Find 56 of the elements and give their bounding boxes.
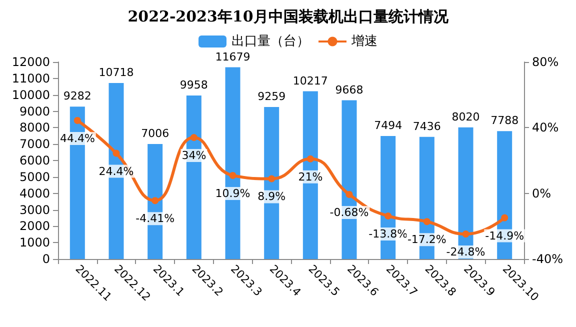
data-label: -14.9% [485,229,524,242]
data-label: 10718 [98,66,134,80]
data-label: -24.8% [446,246,486,259]
y2-tick-label: 0% [532,186,552,200]
data-label: 9259 [258,90,286,103]
point [268,175,276,182]
point [229,172,236,179]
data-label: 9958 [180,78,208,92]
point [74,116,81,124]
data-label: 7494 [374,118,402,132]
y-tick-label: 10000 [12,88,50,102]
point [346,190,353,198]
y-tick-label: 8000 [19,120,50,135]
y2-tick-label: -40% [532,252,564,266]
chart-title: 2022-2023年10月中国装载机出口量统计情况 [128,8,450,26]
y-tick-label: 12000 [12,55,50,69]
point [501,214,508,222]
point [462,230,470,238]
y-tick-label: 11000 [12,71,50,86]
legend-label: 出口量（台） [232,34,310,49]
data-label: 9668 [335,83,364,96]
y-tick-label: 4000 [19,186,50,200]
data-label: 10217 [292,74,328,88]
data-label: -17.2% [407,233,446,246]
y-tick-label: 1000 [19,236,50,250]
point [152,197,159,204]
data-label: 34% [182,149,206,162]
data-label: 9282 [63,90,92,103]
y-tick-label: 2000 [19,219,50,234]
data-label: 11679 [215,50,250,64]
y2-tick-label: 80% [532,55,559,69]
data-label: 7436 [412,120,441,133]
data-label: 8.9% [258,190,286,204]
data-label: 44.4% [60,132,95,145]
data-label: 10.9% [215,186,250,200]
data-label: -4.41% [136,212,175,226]
y-tick-label: 6000 [19,154,50,168]
point [112,150,120,157]
y-tick-label: 0 [42,252,50,266]
point [306,155,314,162]
y-tick-label: 5000 [19,170,50,184]
data-label: -0.68% [330,206,369,219]
data-label: 21% [298,170,323,184]
point [423,218,430,226]
y-tick-label: 9000 [19,104,50,118]
y2-tick-label: 40% [532,120,559,135]
point [190,134,198,142]
data-label: 24.4% [98,164,134,178]
y-tick-label: 7000 [19,137,50,152]
data-label: -13.8% [368,227,408,240]
data-label: 7788 [490,114,519,128]
y-tick-label: 3000 [19,202,50,217]
point [384,212,392,220]
legend-label: 增速 [350,34,378,49]
data-label: 7006 [141,126,170,140]
data-label: 8020 [452,110,480,124]
